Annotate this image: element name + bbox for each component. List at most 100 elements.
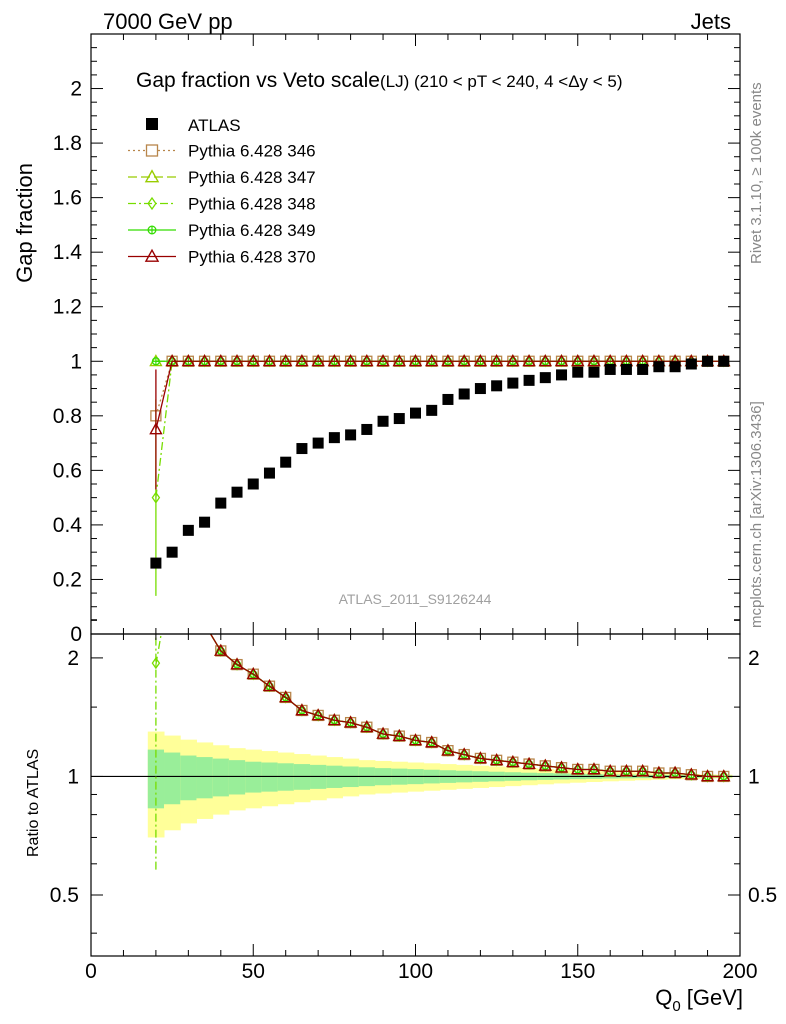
- ratio-tick-label: 0.5: [50, 884, 79, 907]
- mc-point-4: [279, 354, 293, 367]
- atlas-data-point: [328, 432, 340, 444]
- x-tick-label: 100: [398, 960, 433, 983]
- mc-point-3: [151, 357, 161, 366]
- mc-ratio-point-4: [360, 720, 374, 733]
- ratio-tick-label: 1: [67, 765, 79, 788]
- mc-ratio-point-4: [295, 703, 309, 716]
- mcplots-label: mcplots.cern.ch [arXiv:1306.3436]: [748, 401, 765, 628]
- legend-label-2: Pythia 6.428 348: [188, 195, 316, 214]
- mc-ratio-point-4: [587, 762, 601, 775]
- atlas-data-point: [280, 456, 292, 468]
- atlas-data-point: [620, 363, 632, 375]
- legend-marker-0: [145, 144, 159, 157]
- legend-marker-4: [144, 248, 160, 262]
- atlas-data-point: [166, 546, 178, 558]
- atlas-data-point: [458, 388, 470, 400]
- mc-ratio-point-4: [457, 747, 471, 760]
- mc-point-2: [151, 491, 161, 504]
- mc-ratio-point-4: [506, 754, 520, 768]
- mc-point-4: [311, 354, 325, 367]
- mc-point-4: [295, 354, 309, 367]
- mc-ratio-point-4: [392, 728, 406, 742]
- legend-label-3: Pythia 6.428 349: [188, 221, 316, 240]
- x-axis-title: Q0 [GeV]: [655, 985, 743, 1015]
- mc-point-4: [197, 354, 212, 367]
- mc-ratio-point-4: [376, 726, 390, 739]
- legend-label-atlas: ATLAS: [188, 116, 241, 135]
- mc-point-4: [473, 354, 488, 367]
- atlas-data-point: [507, 377, 519, 389]
- mc-point-4: [538, 354, 552, 367]
- chart-title-main: Gap fraction vs Veto scale: [136, 69, 380, 92]
- y-axis-title: Gap fraction: [12, 163, 37, 283]
- mc-ratio-point-4: [279, 690, 293, 703]
- atlas-data-point: [474, 383, 486, 395]
- atlas-data-point: [296, 443, 308, 455]
- ratio-y-axis-title: Ratio to ATLAS: [25, 749, 42, 857]
- atlas-data-point: [556, 369, 568, 381]
- mc-ratio-point-4: [327, 713, 342, 726]
- mc-ratio-point-4: [538, 758, 552, 771]
- mc-ratio-point-4: [214, 643, 228, 656]
- uncertainty-band-stat: [228, 760, 246, 795]
- legend-marker-2: [147, 196, 157, 211]
- atlas-data-point: [410, 407, 421, 419]
- main-plot: 0 0.2 0.4 0.6 0.8 1 1.2 1.4 1.6 1.8 2 Gap fraction…: [53, 33, 741, 646]
- uncertainty-band-stat: [180, 755, 197, 801]
- mc-ratio-point-4: [425, 735, 439, 748]
- atlas-data-point: [588, 366, 600, 378]
- mc-ratio-point-4: [619, 764, 634, 777]
- mc-ratio-point-4: [408, 733, 423, 746]
- mc-point-4: [506, 354, 520, 367]
- atlas-data-point: [312, 437, 324, 449]
- atlas-data-point: [669, 361, 681, 373]
- atlas-data-point: [393, 413, 405, 425]
- atlas-data-point: [247, 478, 259, 490]
- legend-label-4: Pythia 6.428 370: [188, 248, 316, 267]
- mc-ratio-point-4: [311, 708, 325, 721]
- mc-point-4: [343, 354, 358, 367]
- mc-point-4: [457, 354, 471, 367]
- ratio-tick-label-right: 2: [748, 647, 760, 670]
- atlas-data-point: [263, 467, 275, 479]
- atlas-data-point: [572, 366, 584, 378]
- mc-ratio-point-4: [343, 715, 358, 728]
- mc-ratio-point-4: [571, 762, 585, 775]
- mc-ratio-point-4: [635, 764, 650, 777]
- atlas-data-point: [637, 363, 649, 375]
- y-tick-label: 1.8: [53, 132, 82, 155]
- x-tick-label: 50: [242, 960, 265, 983]
- header-process-label: Jets: [691, 9, 731, 34]
- legend: ATLAS Pythia 6.428 346 Pythia 6.428 347 Pyt…: [128, 116, 316, 267]
- y-tick-label: 1: [70, 350, 82, 373]
- ratio-tick-label: 2: [67, 647, 79, 670]
- atlas-data-point: [231, 486, 243, 498]
- mc-ratio-point-4: [473, 751, 488, 764]
- chart-title-sub: (LJ) (210 < pT < 240, 4 <Δy < 5): [380, 72, 623, 91]
- mc-point-4: [149, 422, 163, 435]
- atlas-data-point: [604, 363, 616, 375]
- atlas-data-point: [345, 429, 357, 441]
- mc-ratio-point-4: [684, 767, 699, 780]
- atlas-data-point: [539, 372, 551, 384]
- legend-marker-3: [147, 225, 157, 235]
- atlas-data-point: [491, 380, 503, 392]
- mc-point-4: [262, 354, 277, 367]
- mc-point-4: [360, 354, 374, 367]
- rivet-label: Rivet 3.1.10, ≥ 100k events: [748, 82, 765, 264]
- ratio-tick-label-right: 1: [748, 765, 760, 788]
- uncertainty-band-stat: [261, 762, 279, 792]
- mc-ratio-point-4: [230, 657, 244, 670]
- mc-point-4: [408, 354, 423, 367]
- x-axis-title-q: Q: [655, 985, 672, 1010]
- mc-point-4: [425, 354, 439, 367]
- legend-label-0: Pythia 6.428 346: [188, 142, 316, 161]
- x-axis-title-sub: 0: [672, 998, 680, 1015]
- atlas-data-point: [718, 355, 730, 367]
- mc-point-1: [149, 354, 163, 367]
- y-tick-label: 0.4: [53, 514, 83, 537]
- uncertainty-band-stat: [245, 761, 262, 793]
- mc-point-4: [181, 354, 196, 367]
- uncertainty-band-stat: [164, 752, 181, 805]
